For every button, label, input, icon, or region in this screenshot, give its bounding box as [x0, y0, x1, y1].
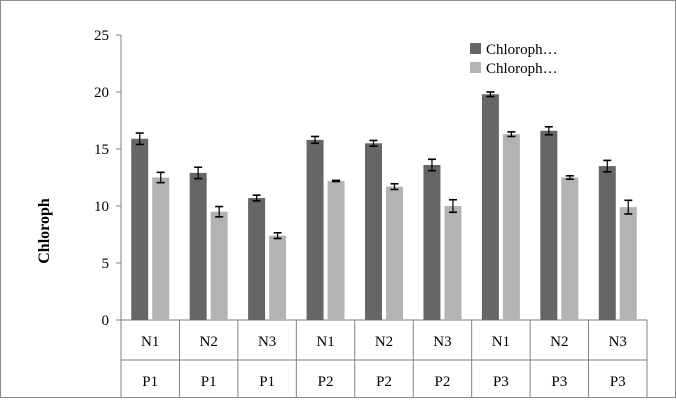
x-tick-label-n: N3 [609, 334, 627, 350]
bar-series-2 [152, 177, 170, 320]
x-tick-label-n: N2 [550, 334, 568, 350]
bar-series-1 [598, 166, 616, 320]
bar-series-2 [444, 206, 462, 320]
legend-label-2: Chloroph… [486, 61, 558, 77]
legend: Chloroph… Chloroph… [470, 42, 558, 77]
bar-series-1 [540, 130, 558, 320]
x-tick-label-n: N1 [492, 334, 510, 350]
bar-series-2 [619, 207, 637, 320]
x-tick-label-p: P2 [318, 374, 334, 390]
x-tick-label-n: N2 [199, 334, 217, 350]
x-tick-label-p: P1 [201, 374, 217, 390]
legend-label-1: Chloroph… [486, 42, 558, 58]
bar-series-1 [481, 94, 499, 320]
x-tick-label-p: P3 [551, 374, 567, 390]
bar-series-2 [269, 235, 287, 320]
x-tick-label-n: N1 [316, 334, 334, 350]
bar-series-2 [210, 211, 228, 320]
axes: 0 5 10 15 20 25 N1 P1 N2 P1 N3 P1 N1 P2 N2 P2 N3 P2 N1 P3 N2… [94, 28, 648, 397]
legend-swatch-2 [470, 62, 481, 73]
bar-series-1 [189, 172, 207, 320]
error-bars [135, 91, 633, 240]
x-tick-label-p: P1 [142, 374, 158, 390]
x-tick-label-p: P3 [610, 374, 626, 390]
bar-series-2 [502, 134, 520, 320]
y-tick-label: 25 [94, 28, 109, 44]
x-tick-label-p: P1 [259, 374, 275, 390]
y-tick-label: 15 [94, 142, 109, 158]
y-tick-label: 10 [94, 199, 109, 215]
bars [131, 94, 637, 320]
bar-series-1 [306, 139, 324, 320]
bar-series-1 [248, 198, 266, 320]
x-tick-label-p: P3 [493, 374, 509, 390]
x-tick-label-p: P2 [376, 374, 392, 390]
y-tick-label: 5 [102, 256, 110, 272]
bar-series-1 [131, 138, 149, 320]
x-tick-label-p: P2 [435, 374, 451, 390]
legend-swatch-1 [470, 43, 481, 54]
y-tick-label: 20 [94, 85, 109, 101]
bar-series-1 [423, 164, 441, 320]
x-tick-label-n: N2 [375, 334, 393, 350]
bar-series-2 [386, 186, 403, 320]
bar-series-1 [365, 143, 382, 320]
y-tick-label: 0 [102, 313, 110, 329]
x-tick-label-n: N3 [433, 334, 451, 350]
bar-series-2 [327, 180, 345, 320]
x-tick-label-n: N3 [258, 334, 276, 350]
x-tick-label-n: N1 [141, 334, 159, 350]
y-axis-label: Chloroph [36, 198, 53, 264]
bar-series-2 [561, 177, 579, 320]
